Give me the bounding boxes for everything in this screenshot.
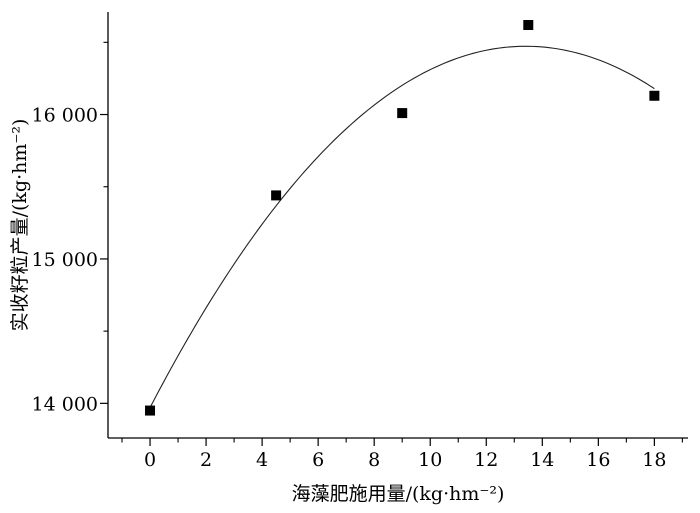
y-tick-label: 14 000 [32, 393, 98, 415]
data-point-square [397, 108, 408, 119]
data-point-square [271, 190, 282, 201]
x-tick-label: 10 [418, 449, 442, 471]
data-point-square [145, 405, 156, 416]
x-tick-label: 18 [642, 449, 666, 471]
x-tick-label: 12 [474, 449, 498, 471]
y-axis-title: 实收籽粒产量/(kg·hm⁻²) [9, 119, 31, 332]
x-tick-label: 16 [586, 449, 610, 471]
y-tick-label: 15 000 [32, 249, 98, 271]
x-axis-title: 海藻肥施用量/(kg·hm⁻²) [292, 483, 505, 505]
x-tick-label: 4 [256, 449, 268, 471]
y-tick-label: 16 000 [32, 105, 98, 127]
x-tick-label: 6 [312, 449, 324, 471]
y-axis-ticks: 14 000 15 000 16 000 [32, 41, 108, 415]
x-axis-ticks: 0 2 4 6 8 10 12 14 16 18 [121, 438, 683, 471]
data-point-square [523, 20, 534, 30]
axes: 0 2 4 6 8 10 12 14 16 18 14 000 15 000 16 000 [32, 12, 688, 471]
x-tick-label: 2 [200, 449, 212, 471]
x-tick-label: 14 [530, 449, 554, 471]
x-tick-label: 8 [368, 449, 380, 471]
data-point-square [649, 90, 660, 101]
fit-curve-line [149, 45, 655, 408]
x-tick-label: 0 [144, 449, 156, 471]
plot-area [145, 20, 660, 416]
